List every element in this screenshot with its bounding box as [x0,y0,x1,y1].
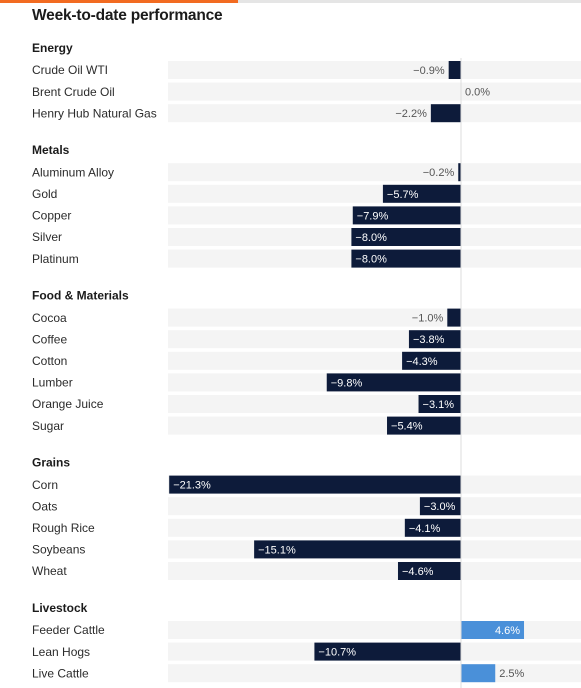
value-label-oats: −3.0% [424,501,456,513]
row-background-henry-hub-natural-gas [168,104,581,123]
top-rule [0,0,581,3]
row-label-platinum: Platinum [32,252,79,266]
bar-oats [419,497,461,516]
value-label-orange-juice: −3.1% [423,399,455,411]
row-label-crude-oil-wti: Crude Oil WTI [32,63,108,77]
row-label-live-cattle: Live Cattle [32,666,89,680]
value-label-lumber: −9.8% [331,377,363,389]
row-label-lumber: Lumber [32,376,73,390]
value-label-aluminum-alloy: −0.2% [423,167,455,179]
value-label-copper: −7.9% [357,210,389,222]
row-background-rough-rice [168,518,581,537]
row-label-feeder-cattle: Feeder Cattle [32,623,105,637]
bar-orange-juice [418,395,461,413]
value-label-live-cattle: 2.5% [499,668,524,680]
bar-feeder-cattle [461,621,525,639]
value-label-sugar: −5.4% [391,421,423,433]
row-label-copper: Copper [32,209,71,223]
value-label-lean-hogs: −10.7% [318,647,356,659]
row-label-brent-crude-oil: Brent Crude Oil [32,85,115,99]
row-label-lean-hogs: Lean Hogs [32,645,90,659]
row-background-sugar [168,416,581,435]
bar-gold [382,184,461,203]
value-label-brent-crude-oil: 0.0% [465,87,490,99]
bar-aluminum-alloy [458,163,461,182]
row-background-cotton [168,351,581,370]
row-label-orange-juice: Orange Juice [32,397,104,411]
row-background-cocoa [168,308,581,327]
group-header-metals: Metals [32,143,70,157]
row-label-cotton: Cotton [32,354,67,368]
bar-lumber [326,373,461,392]
bar-rough-rice [404,518,461,537]
bar-platinum [351,249,461,268]
bar-soybeans [254,540,461,559]
row-label-rough-rice: Rough Rice [32,521,95,535]
value-label-crude-oil-wti: −0.9% [413,65,445,77]
value-label-silver: −8.0% [355,232,387,244]
bar-crude-oil-wti [448,61,461,79]
bar-wheat [397,562,461,580]
group-header-grains: Grains [32,456,70,470]
bar-lean-hogs [314,642,461,661]
bar-cotton [402,351,461,370]
row-background-crude-oil-wti [168,61,581,79]
row-label-henry-hub-natural-gas: Henry Hub Natural Gas [32,106,157,120]
row-label-oats: Oats [32,499,57,513]
top-rule-accent [0,0,238,3]
chart-title: Week-to-date performance [32,7,223,24]
row-background-orange-juice [168,395,581,413]
row-background-brent-crude-oil [168,82,581,101]
value-label-cotton: −4.3% [406,356,438,368]
row-label-soybeans: Soybeans [32,543,85,557]
row-label-sugar: Sugar [32,419,64,433]
row-background-oats [168,497,581,516]
row-label-wheat: Wheat [32,564,67,578]
bar-corn [169,475,461,494]
value-label-wheat: −4.6% [402,566,434,578]
value-label-feeder-cattle: 4.6% [495,625,520,637]
value-label-corn: −21.3% [173,480,211,492]
row-label-gold: Gold [32,187,57,201]
row-background-wheat [168,562,581,580]
group-header-food-and-materials: Food & Materials [32,289,129,303]
row-label-corn: Corn [32,478,58,492]
value-label-gold: −5.7% [387,189,419,201]
value-label-coffee: −3.8% [413,334,445,346]
value-label-platinum: −8.0% [355,254,387,266]
bar-henry-hub-natural-gas [430,104,461,123]
row-label-aluminum-alloy: Aluminum Alloy [32,165,114,179]
bar-silver [351,228,461,246]
row-background-coffee [168,330,581,349]
bar-sugar [387,416,461,435]
group-header-energy: Energy [32,41,73,55]
bar-live-cattle [461,664,496,683]
row-background-gold [168,184,581,203]
row-label-silver: Silver [32,230,62,244]
row-label-cocoa: Cocoa [32,311,67,325]
bar-cocoa [447,308,461,327]
group-header-livestock: Livestock [32,601,88,615]
value-label-cocoa: −1.0% [412,313,444,325]
value-label-henry-hub-natural-gas: −2.2% [395,108,427,120]
value-label-rough-rice: −4.1% [409,523,441,535]
value-label-soybeans: −15.1% [258,544,296,556]
row-label-coffee: Coffee [32,332,67,346]
bar-coffee [408,330,461,349]
row-background-aluminum-alloy [168,163,581,182]
bar-copper [352,206,461,225]
